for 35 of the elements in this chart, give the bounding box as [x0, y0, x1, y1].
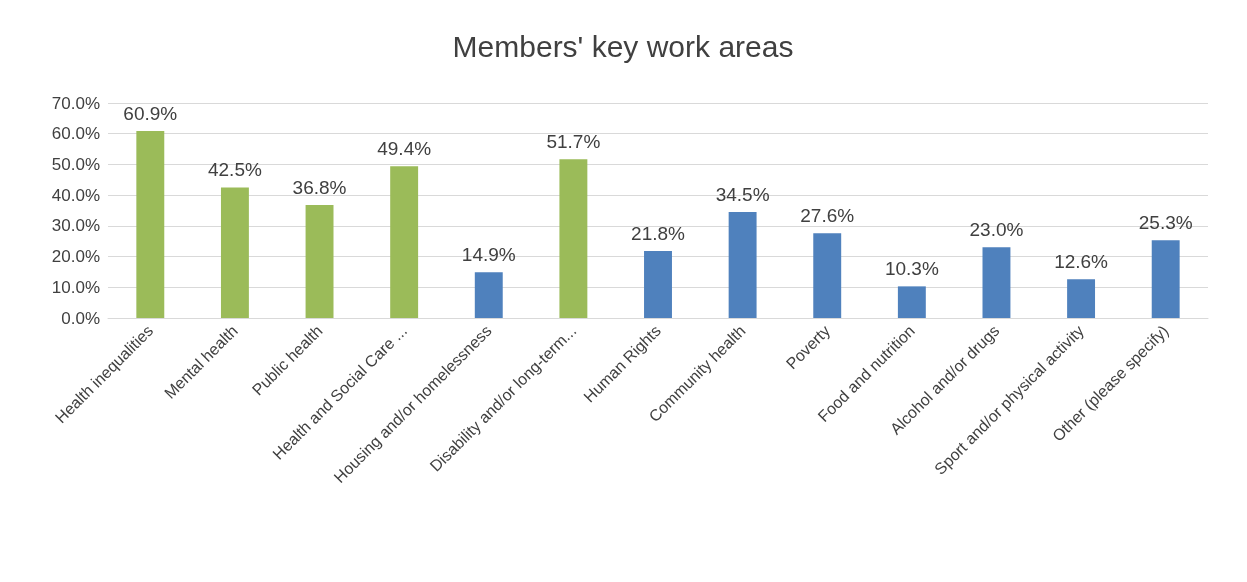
y-tick-label: 50.0% [51, 154, 100, 174]
bar [559, 159, 588, 318]
chart-title: Members' key work areas [452, 29, 794, 63]
data-label: 27.6% [800, 205, 855, 227]
data-label: 12.6% [1054, 251, 1109, 273]
bar [982, 247, 1011, 318]
data-label: 10.3% [884, 258, 939, 280]
data-label: 25.3% [1138, 212, 1193, 234]
data-label: 21.8% [631, 223, 686, 245]
y-tick-label: 10.0% [51, 277, 100, 297]
y-tick-label: 40.0% [51, 185, 100, 205]
bar [813, 233, 842, 318]
data-label: 23.0% [969, 219, 1024, 241]
data-label: 34.5% [715, 184, 770, 206]
bar [728, 212, 757, 318]
bar [1151, 240, 1180, 318]
bar [220, 187, 249, 318]
bar [305, 204, 334, 318]
y-tick-label: 70.0% [51, 93, 100, 113]
y-tick-label: 20.0% [51, 247, 100, 267]
bar [644, 251, 672, 318]
bar [897, 286, 926, 318]
y-tick-label: 30.0% [51, 216, 100, 236]
data-label: 36.8% [292, 176, 347, 198]
data-label: 14.9% [461, 244, 516, 266]
bar [136, 130, 165, 318]
y-tick-label: 60.0% [51, 124, 100, 144]
data-label: 49.4% [377, 138, 432, 160]
y-tick-label: 0.0% [61, 308, 100, 328]
bar [390, 166, 419, 318]
data-label: 51.7% [546, 131, 601, 153]
data-label: 42.5% [207, 159, 262, 181]
data-label: 60.9% [123, 102, 178, 124]
bar [1067, 279, 1096, 318]
bar [474, 272, 503, 318]
